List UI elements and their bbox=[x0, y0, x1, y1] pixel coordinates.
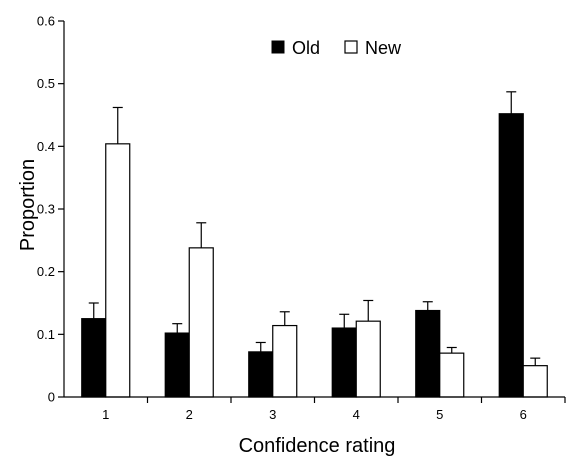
axes bbox=[63, 21, 565, 398]
bar-new bbox=[439, 352, 465, 398]
legend-swatch-old bbox=[271, 40, 285, 54]
bar-new bbox=[188, 247, 214, 398]
bars-layer bbox=[81, 91, 548, 398]
bar-new bbox=[522, 365, 548, 398]
x-tick-label: 1 bbox=[102, 407, 109, 422]
bar-old bbox=[164, 332, 190, 398]
y-axis-ticks: 0 0.1 0.2 0.3 0.4 0.5 0.6 bbox=[37, 14, 64, 405]
legend: Old New bbox=[271, 38, 402, 58]
y-tick-label: 0.6 bbox=[37, 14, 55, 29]
y-tick-label: 0 bbox=[48, 390, 55, 405]
x-tick-label: 5 bbox=[436, 407, 443, 422]
x-tick-label: 3 bbox=[269, 407, 276, 422]
y-axis-title: Proportion bbox=[17, 159, 39, 251]
x-tick-label: 2 bbox=[186, 407, 193, 422]
bar-old bbox=[415, 309, 441, 398]
y-tick-label: 0.1 bbox=[37, 327, 55, 342]
bar-old bbox=[248, 351, 274, 398]
x-tick-label: 4 bbox=[353, 407, 360, 422]
y-tick-label: 0.3 bbox=[37, 202, 55, 217]
x-tick-label: 6 bbox=[520, 407, 527, 422]
bar-new bbox=[105, 143, 131, 398]
bar-old bbox=[81, 318, 107, 398]
bar-old bbox=[498, 113, 524, 398]
bar-old bbox=[331, 327, 357, 398]
y-tick-label: 0.2 bbox=[37, 264, 55, 279]
bar-new bbox=[272, 324, 298, 398]
bar-new bbox=[355, 320, 381, 398]
legend-label-old: Old bbox=[292, 38, 320, 58]
y-tick-label: 0.5 bbox=[37, 76, 55, 91]
x-axis-title: Confidence rating bbox=[239, 435, 396, 457]
legend-swatch-new bbox=[344, 40, 358, 54]
y-tick-label: 0.4 bbox=[37, 139, 55, 154]
x-axis-ticks: 1 2 3 4 5 6 bbox=[102, 397, 566, 422]
legend-label-new: New bbox=[365, 38, 402, 58]
